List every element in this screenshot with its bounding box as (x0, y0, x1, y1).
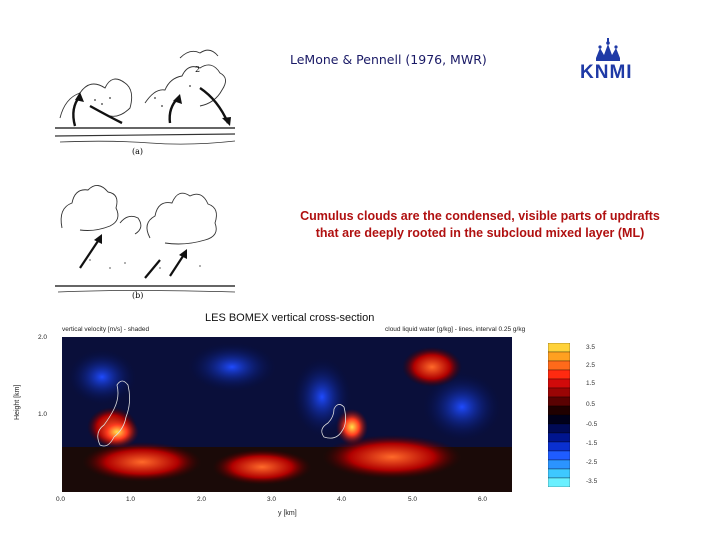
colorbar (548, 343, 570, 487)
knmi-crown-logo (596, 38, 620, 61)
x-tick-4: 4.0 (337, 496, 347, 503)
sketch-panel-a: (a) 2 (54, 49, 236, 156)
les-plot-title: LES BOMEX vertical cross-section (205, 312, 375, 324)
shading-label: vertical velocity [m/s] - shaded (62, 326, 150, 333)
panel-b-caption: (b) (132, 291, 143, 300)
x-tick-2: 2.0 (197, 496, 207, 503)
x-tick-1: 1.0 (126, 496, 136, 503)
x-tick-6: 6.0 (478, 496, 488, 503)
cb-tick-4: -0.5 (586, 421, 598, 428)
contour-lines-label: cloud liquid water [g/kg] - lines, inter… (385, 326, 526, 333)
citation-text: LeMone & Pennell (1976, MWR) (290, 52, 487, 67)
knmi-logo-text: KNMI (580, 62, 633, 83)
vertical-velocity-field (62, 337, 512, 492)
cb-tick-5: -1.5 (586, 440, 598, 447)
x-tick-3: 3.0 (267, 496, 277, 503)
sketch-mark-1: 2 (195, 65, 200, 74)
cb-tick-7: -3.5 (586, 478, 598, 485)
cb-tick-1: 2.5 (586, 362, 596, 369)
statement-line-2: that are deeply rooted in the subcloud m… (315, 226, 645, 240)
y-tick-2: 2.0 (38, 334, 48, 341)
statement-text: Cumulus clouds are the condensed, visibl… (270, 208, 690, 242)
panel-a-caption: (a) (132, 147, 143, 156)
x-tick-0: 0.0 (56, 496, 66, 503)
y-tick-1: 1.0 (38, 411, 48, 418)
cb-tick-3: 0.5 (586, 401, 596, 408)
cb-tick-2: 1.5 (586, 380, 596, 387)
y-axis-label: Height [km] (14, 384, 21, 420)
statement-line-1: Cumulus clouds are the condensed, visibl… (300, 209, 660, 223)
x-tick-5: 5.0 (408, 496, 418, 503)
cb-tick-0: 3.5 (586, 344, 596, 351)
sketch-panel-b: (b) (55, 185, 236, 300)
cb-tick-6: -2.5 (586, 459, 598, 466)
x-axis-label: y [km] (278, 510, 297, 517)
